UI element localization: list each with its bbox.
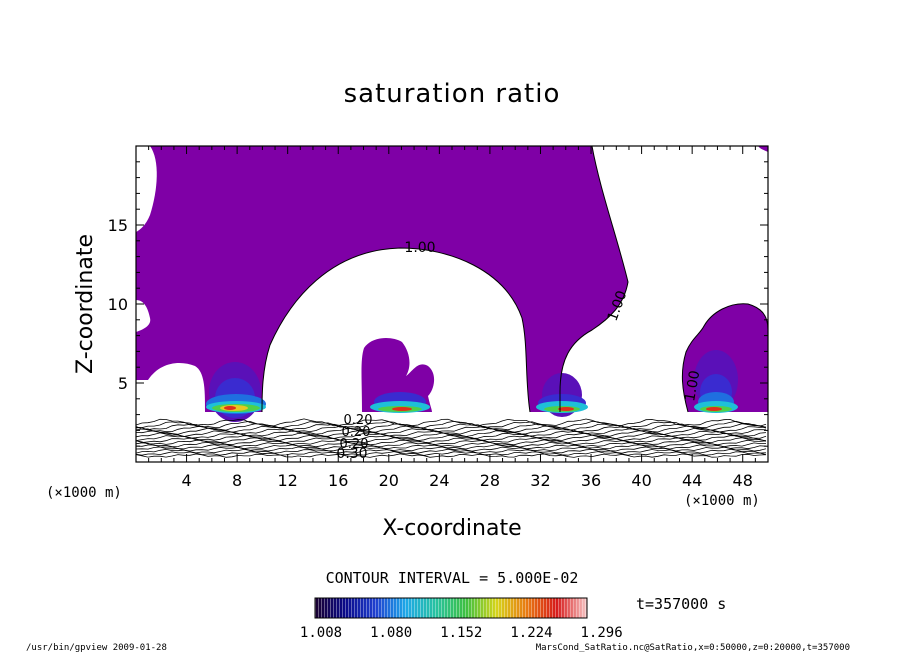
y-tick-label: 10 bbox=[108, 295, 128, 314]
ground-contour-line bbox=[136, 427, 767, 435]
x-tick-label: 40 bbox=[631, 471, 651, 490]
cloud-core-4 bbox=[694, 350, 738, 413]
colorbar-tick-label: 1.080 bbox=[370, 625, 412, 641]
x-tick-label: 28 bbox=[480, 471, 500, 490]
saturated-region-left-hole bbox=[136, 300, 151, 332]
x-tick-label: 32 bbox=[530, 471, 550, 490]
contour-1-00-outline bbox=[261, 146, 768, 413]
colorbar: 1.008 1.080 1.152 1.224 1.296 bbox=[300, 597, 623, 641]
ground-contour-line bbox=[136, 439, 767, 446]
x-tick-label: 44 bbox=[682, 471, 702, 490]
x-axis: 4 8 12 16 20 24 28 32 36 40 44 48 bbox=[148, 146, 756, 490]
x-axis-unit: (×1000 m) bbox=[684, 493, 760, 509]
y-tick-label: 15 bbox=[108, 216, 128, 235]
x-tick-label: 36 bbox=[581, 471, 601, 490]
contour-label: 0.20 bbox=[344, 413, 373, 428]
contour-label: 1.00 bbox=[404, 240, 435, 256]
ground-contour-line bbox=[136, 451, 767, 456]
cloud-core-2 bbox=[370, 392, 430, 413]
ground-contour-line bbox=[136, 441, 766, 448]
footer-left: /usr/bin/gpview 2009-01-28 bbox=[26, 643, 167, 653]
x-tick-label: 48 bbox=[733, 471, 753, 490]
cloud-core-1 bbox=[206, 362, 266, 422]
colorbar-tick-label: 1.008 bbox=[300, 625, 342, 641]
saturated-region bbox=[136, 146, 628, 412]
x-tick-label: 24 bbox=[429, 471, 449, 490]
colorbar-frame bbox=[314, 597, 588, 619]
x-axis-label: X-coordinate bbox=[382, 516, 521, 541]
contour-label: 1.00 bbox=[682, 369, 703, 402]
ground-contour-line bbox=[136, 437, 767, 444]
contour-label: 0.30 bbox=[336, 446, 367, 462]
x-tick-label: 4 bbox=[181, 471, 191, 490]
ground-contour-line bbox=[136, 444, 767, 450]
colorbar-stripes bbox=[315, 598, 587, 618]
ground-contour-line bbox=[136, 434, 767, 442]
ground-contour-line bbox=[136, 423, 767, 431]
y-axis-label: Z-coordinate bbox=[73, 234, 98, 374]
x-tick-label: 20 bbox=[379, 471, 399, 490]
ground-contour-line bbox=[136, 453, 767, 458]
contour-label: 0.20 bbox=[342, 425, 371, 440]
y-axis-unit: (×1000 m) bbox=[46, 485, 122, 501]
chart-title: saturation ratio bbox=[344, 79, 561, 109]
saturated-region-middle bbox=[361, 338, 435, 412]
cloud-core-3 bbox=[536, 373, 588, 417]
ground-contour-line bbox=[136, 448, 767, 454]
saturated-region-left-hole2 bbox=[136, 146, 157, 232]
x-tick-label: 8 bbox=[232, 471, 242, 490]
colorbar-tick-label: 1.224 bbox=[510, 625, 552, 641]
plot-area: 1.00 1.00 1.00 0.30 0.20 0.20 0.20 bbox=[136, 146, 768, 462]
ground-contour-line bbox=[136, 418, 767, 427]
y-tick-label: 5 bbox=[118, 374, 128, 393]
ground-contour-line bbox=[136, 425, 767, 433]
x-tick-label: 12 bbox=[278, 471, 298, 490]
colorbar-tick-label: 1.296 bbox=[581, 625, 623, 641]
colorbar-tick-label: 1.152 bbox=[440, 625, 482, 641]
ground-contour-line bbox=[136, 420, 767, 429]
y-axis: 5 10 15 bbox=[108, 161, 768, 447]
contour-label: 0.20 bbox=[340, 437, 369, 452]
ground-contours bbox=[136, 418, 767, 458]
saturated-region-topright bbox=[758, 146, 768, 152]
time-label: t=357000 s bbox=[636, 595, 726, 613]
contour-interval-label: CONTOUR INTERVAL = 5.000E-02 bbox=[326, 569, 579, 587]
x-tick-label: 16 bbox=[328, 471, 348, 490]
footer-right: MarsCond_SatRatio.nc@SatRatio,x=0:50000,… bbox=[536, 643, 850, 653]
